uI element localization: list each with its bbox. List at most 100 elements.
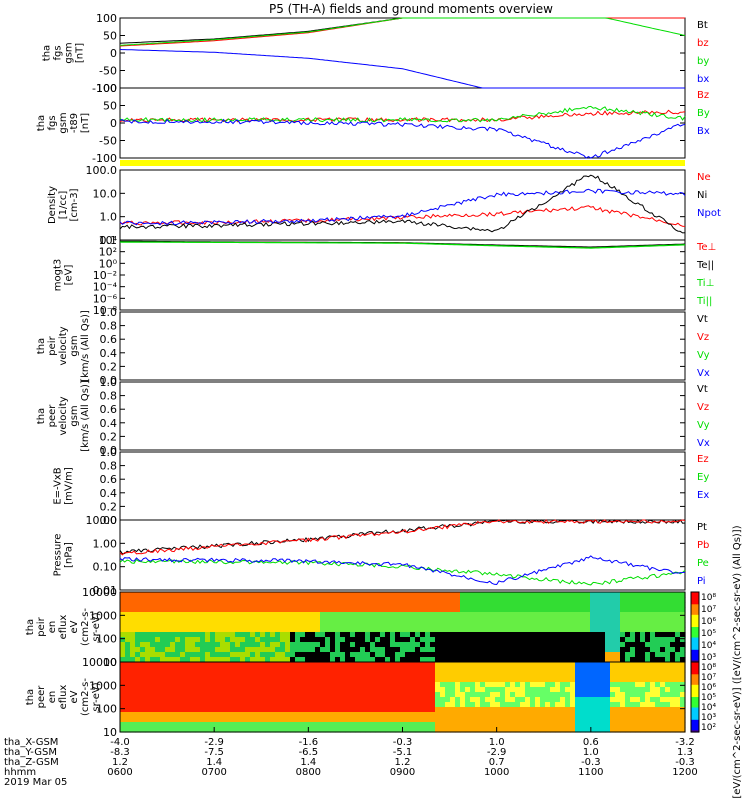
y-tick-label: 1.0 [100,376,118,389]
colorbar-tick: 10⁶ [701,683,716,693]
footer-value: 1.4 [300,757,316,768]
y-tick-label: 0.2 [100,500,118,513]
y-tick-label: 100 [96,633,117,646]
legend-entry: Vz [697,402,709,413]
y-axis-label: mogt3 [53,259,64,292]
y-tick-label: 1.00 [93,537,118,550]
plot-title: P5 (TH-A) fields and ground moments over… [269,2,553,16]
y-axis-label: tha [42,45,53,61]
y-tick-label: 10.0 [93,187,118,200]
y-axis-label: tha [25,619,36,635]
legend-entry: Te⊥ [696,242,716,253]
panel-frame-4 [119,239,686,311]
footer-value: -2.9 [487,747,507,758]
y-tick-label: 0.10 [93,561,118,574]
y-tick-label: 1.0 [100,446,118,459]
series-bt-line [119,17,685,44]
footer-value: 1.3 [677,747,693,758]
series-bz-line [119,17,685,47]
series-ti-line [120,241,686,249]
y-tick-label: 100 [96,12,117,25]
y-axis-label: [nPa] [64,542,75,568]
y-axis-label: gsm [69,335,80,356]
legend-entry: Ni [697,190,707,201]
footer-value: 0700 [201,767,226,778]
footer-value: 1.0 [583,747,599,758]
y-tick-label: 1.0 [100,306,118,319]
legend-entry: Vy [697,420,710,431]
footer-value: 1000 [484,767,509,778]
colorbar-tick: 10⁴ [701,641,716,651]
y-tick-label: 10.00 [86,514,118,527]
panel-frame-6 [119,381,686,451]
mode-bar [120,160,685,166]
y-tick-label: 0.6 [100,333,118,346]
footer-value: -8.3 [110,747,130,758]
footer-value: -6.5 [299,747,319,758]
y-tick-label: 1000 [89,609,117,622]
legend-entry: Bt [697,20,708,31]
spectrogram-2 [120,662,686,733]
colorbar-tick: 10⁸ [701,663,716,673]
y-tick-label: 0.0 [100,444,118,457]
y-axis-label: [eV] [64,265,75,286]
legend-entry: Ne [697,172,711,183]
footer-value: -7.5 [204,747,224,758]
y-axis-label: tha [36,115,47,131]
y-tick-label: -50 [99,65,117,78]
legend-entry: by [697,56,709,67]
series-bx-line [119,118,686,159]
y-tick-label: 10⁻⁶ [93,292,118,305]
y-tick-label: 0.1 [100,234,118,247]
footer-value: 1.2 [112,757,128,768]
y-axis-label: eflux [58,685,69,710]
y-tick-label: 0.8 [100,390,118,403]
legend-entry: Ez [697,454,709,465]
y-axis-label: (cm2-s- [80,678,91,716]
y-axis-label: en [47,691,58,704]
legend-entry: Vx [697,438,710,449]
y-axis-label: fgs [53,45,64,60]
y-tick-label: 0.8 [100,460,118,473]
legend-entry: Vz [697,332,709,343]
footer-value: -3.2 [675,737,695,748]
y-axis-label: -t89 [69,113,80,133]
y-tick-label: -100 [92,82,117,95]
colorbar-tick: 10⁷ [701,673,716,683]
colorbar-top [690,591,700,663]
spectrogram-1 [120,592,686,663]
y-axis-label: peer [36,685,47,709]
colorbar-tick: 10⁶ [701,617,716,627]
y-axis-label: [cm-3] [69,188,80,221]
footer-value: 0.7 [489,757,505,768]
footer-value: -0.3 [393,737,413,748]
panel-frame-8 [119,519,686,591]
y-tick-label: 10⁻⁸ [93,304,118,317]
y-axis-label: eV [69,690,80,703]
legend-entry: bz [697,38,709,49]
panel-frame-5 [119,311,686,381]
y-tick-label: 0.2 [100,430,118,443]
footer-row-label: tha_X-GSM [4,737,58,748]
footer-value: 1100 [578,767,603,778]
y-axis-label: velocity [58,396,69,435]
y-tick-label: 0.0 [100,514,118,527]
series-pi-line [119,555,686,586]
colorbar-tick: 10⁵ [701,629,716,639]
legend-entry: Pe [697,558,709,569]
footer-row-label: tha_Z-GSM [4,757,59,768]
y-axis-label: peir [36,616,47,636]
legend-entry: Vt [697,384,708,395]
series-ni-line [119,174,686,234]
footer-value: 0.6 [583,737,599,748]
y-axis-label: Density [47,186,58,224]
y-axis-label: [km/s (All Qs)] [80,310,91,382]
colorbar-tick: 10⁴ [701,703,716,713]
legend-entry: Vt [697,314,708,325]
y-tick-label: 100 [96,82,117,95]
footer-value: -2.9 [204,737,224,748]
footer-value: -0.3 [675,757,695,768]
colorbar-tick: 10⁵ [701,693,716,703]
